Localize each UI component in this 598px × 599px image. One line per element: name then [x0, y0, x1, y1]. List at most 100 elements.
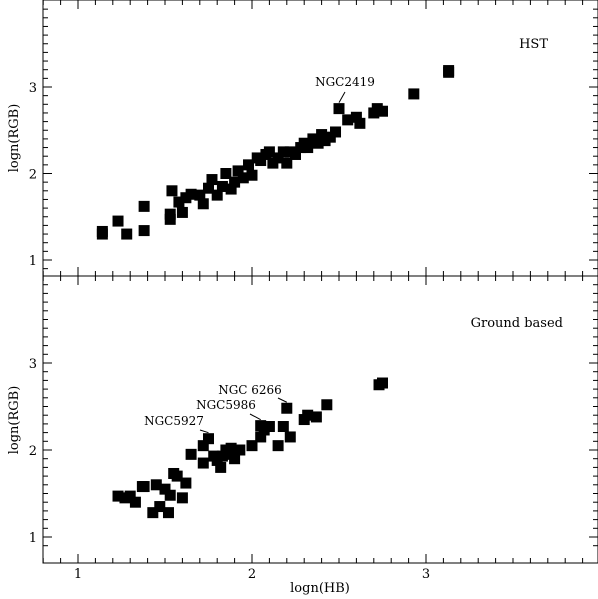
x-tick-label: 1: [74, 567, 82, 582]
data-point: [263, 146, 275, 158]
data-point: [234, 444, 246, 456]
panel-label-ground-based: Ground based: [471, 316, 563, 331]
data-point: [277, 421, 289, 433]
annotation-label: NGC2419: [315, 75, 375, 89]
data-point: [330, 126, 342, 138]
data-point: [443, 65, 455, 77]
x-axis-label: logn(HB): [290, 581, 350, 596]
data-point: [112, 215, 124, 227]
data-point: [312, 137, 324, 149]
data-point: [211, 189, 223, 201]
data-point: [180, 477, 192, 489]
data-point: [159, 483, 171, 495]
annotation-label: NGC5927: [144, 414, 204, 428]
data-point: [197, 440, 209, 452]
annotation-leader: [249, 413, 261, 421]
ticks-top: [42, 0, 598, 276]
data-point: [243, 159, 255, 171]
annotations-top: NGC2419: [315, 75, 375, 103]
points-bottom: [112, 377, 388, 519]
data-point: [354, 117, 366, 129]
data-point: [138, 481, 150, 493]
panel-label-hst: HST: [519, 37, 548, 52]
data-point: [220, 168, 232, 179]
data-point: [203, 182, 214, 194]
data-point: [408, 88, 420, 100]
x-tick-label: 2: [248, 567, 256, 582]
data-point: [377, 377, 388, 389]
x-tick-label: 3: [422, 567, 430, 582]
y-tick-labels-bottom: 1 2 3: [29, 357, 37, 546]
data-point: [310, 411, 322, 423]
data-point: [166, 185, 178, 197]
annotation-label: NGC 6266: [218, 383, 282, 397]
data-point: [203, 433, 214, 445]
data-point: [255, 155, 267, 167]
data-point: [185, 188, 197, 200]
data-point: [197, 198, 209, 210]
data-point: [350, 111, 362, 123]
data-point: [164, 208, 176, 220]
data-point: [164, 489, 176, 501]
data-point: [154, 501, 166, 513]
data-point: [321, 399, 333, 411]
data-point: [237, 172, 249, 184]
y-tick-label: 3: [29, 81, 37, 96]
data-point: [121, 228, 133, 240]
data-point: [333, 103, 345, 115]
annotation-leader: [199, 429, 209, 434]
y-tick-labels-top: 1 2 3: [29, 81, 37, 269]
data-point: [197, 457, 209, 469]
data-point: [225, 442, 237, 454]
data-point: [215, 461, 227, 473]
plot-frame-bottom: [42, 275, 598, 564]
data-point: [272, 440, 284, 452]
x-tick-labels-bottom: 1 2 3: [74, 567, 430, 582]
data-point: [124, 490, 136, 502]
y-tick-label: 2: [29, 168, 37, 183]
data-point: [255, 431, 267, 443]
data-point: [171, 470, 183, 482]
panel-hst: NGC2419 HST 1 2 3 logn(RGB): [7, 0, 598, 277]
data-point: [229, 176, 241, 188]
ticks-bottom: [42, 276, 598, 563]
points-top: [96, 65, 455, 240]
y-axis-label-top: logn(RGB): [7, 104, 22, 173]
data-point: [150, 479, 162, 491]
data-point: [302, 142, 314, 154]
data-point: [284, 431, 296, 443]
data-point: [225, 183, 237, 195]
data-point: [96, 225, 108, 237]
data-point: [246, 169, 258, 181]
y-tick-label: 3: [29, 357, 37, 372]
data-point: [302, 409, 314, 421]
data-point: [206, 174, 218, 186]
data-point: [129, 496, 141, 508]
data-point: [316, 129, 328, 141]
annotation-leader: [338, 91, 346, 103]
y-tick-label: 1: [29, 254, 37, 269]
data-point: [281, 402, 293, 414]
annotation-leader: [277, 397, 288, 403]
data-point: [232, 165, 244, 177]
y-axis-label-bottom: logn(RGB): [7, 386, 22, 455]
data-point: [185, 448, 197, 460]
data-point: [216, 450, 228, 462]
data-point: [272, 152, 284, 164]
y-tick-label: 2: [29, 444, 37, 459]
data-point: [112, 490, 124, 502]
data-point: [147, 507, 159, 519]
annotation-label: NGC5986: [196, 398, 256, 412]
data-point: [194, 189, 206, 201]
data-point: [173, 196, 185, 208]
data-point: [281, 157, 293, 169]
data-point: [138, 225, 150, 237]
y-tick-label: 1: [29, 531, 37, 546]
data-point: [277, 146, 289, 158]
data-point: [377, 105, 388, 117]
data-point: [176, 206, 188, 218]
data-point: [229, 453, 241, 465]
